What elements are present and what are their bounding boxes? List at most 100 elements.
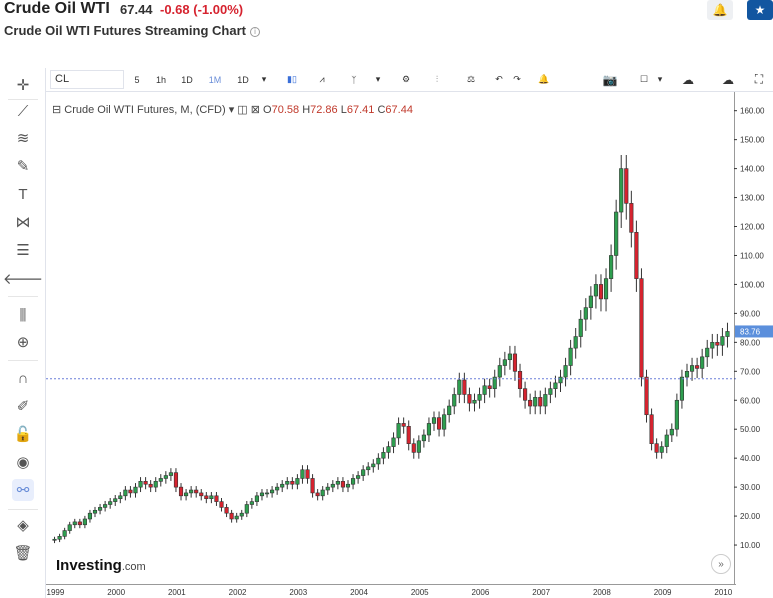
zoom-in-icon[interactable]: ⊕ <box>16 334 30 351</box>
add-alert-button[interactable]: 🔔 <box>707 0 733 20</box>
y-tick-label: 10.00 <box>740 541 761 550</box>
candle-body <box>639 278 644 378</box>
candle-body <box>356 475 361 479</box>
candle-body <box>305 469 310 479</box>
bell-plus-icon: 🔔 <box>712 3 728 17</box>
fullscreen-icon[interactable]: ⛶ <box>754 72 764 86</box>
logo-brand: Investing <box>56 557 122 574</box>
interval-1h[interactable]: 1h <box>155 74 166 85</box>
candle-body <box>523 388 528 401</box>
candle-body <box>209 495 214 500</box>
logo-suffix: .com <box>121 561 146 573</box>
candle-body <box>614 211 619 256</box>
legend-dropdown-icon[interactable]: ▾ <box>228 104 235 116</box>
area-chart-icon[interactable]: ⩘ <box>319 74 325 84</box>
candle-body <box>335 481 340 485</box>
legend-close-icon[interactable]: ⊠ <box>250 104 260 116</box>
candle-body <box>62 530 67 537</box>
scroll-forward-button[interactable]: » <box>711 554 731 574</box>
back-arrow-icon[interactable]: 🡐 <box>2 270 44 288</box>
interval-5[interactable]: 5 <box>134 74 140 85</box>
x-tick-label: 2006 <box>472 588 490 597</box>
subtitle-text: Crude Oil WTI Futures Streaming Chart <box>4 23 246 38</box>
y-tick-label: 60.00 <box>740 396 761 405</box>
candle-body <box>108 501 113 505</box>
candle-body <box>538 397 543 407</box>
legend-collapse-icon[interactable]: ⊟ <box>52 104 62 116</box>
candle-body <box>512 353 518 372</box>
candle-body <box>507 353 512 361</box>
price-chart[interactable] <box>46 92 736 584</box>
candles-icon[interactable]: ▮▯ <box>287 74 297 84</box>
candle-body <box>462 379 467 395</box>
color-box-icon[interactable]: ☐ <box>639 74 649 84</box>
link-icon[interactable]: ⚯ <box>12 479 34 501</box>
candle-body <box>583 307 588 320</box>
indicators-icon[interactable]: ᛉ <box>351 74 357 85</box>
candle-body <box>290 481 295 485</box>
last-price-tag-label: 83.76 <box>740 327 761 336</box>
compare-icon[interactable]: ⫶ <box>435 74 439 84</box>
legend-eye-icon[interactable]: ◫ <box>237 104 248 116</box>
candle-body <box>624 168 629 204</box>
candle-body <box>593 284 598 297</box>
prediction-icon[interactable]: ☰ <box>16 242 30 259</box>
candle-body <box>168 472 173 476</box>
candle-body <box>578 318 583 337</box>
interval-1d[interactable]: 1D <box>181 74 193 85</box>
settings-icon[interactable]: ⚙ <box>401 74 411 84</box>
candle-body <box>634 232 639 279</box>
candle-body <box>229 512 234 520</box>
dropdown-icon[interactable]: ▾ <box>375 74 381 84</box>
candle-body <box>563 365 568 378</box>
pattern-icon[interactable]: ⋈ <box>15 214 31 231</box>
text-icon[interactable]: T <box>18 185 28 203</box>
change-value: -0.68 <box>160 2 190 17</box>
lock-icon[interactable]: 🔓 <box>13 426 33 443</box>
candle-body <box>194 489 199 494</box>
cloud-upload-icon[interactable]: ☁ <box>722 72 734 87</box>
interval-1m[interactable]: 1M <box>208 74 222 85</box>
candle-body <box>669 428 674 436</box>
undo-icon[interactable]: ↶ <box>495 74 503 84</box>
candle-body <box>350 478 356 485</box>
layers-icon[interactable]: ◈ <box>17 517 29 534</box>
brush-icon[interactable]: ✎ <box>16 158 30 175</box>
candle-body <box>568 347 573 366</box>
candle-body <box>689 365 695 372</box>
candle-body <box>239 512 244 517</box>
investing-logo: Investing.com <box>56 557 146 574</box>
candle-body <box>163 475 168 479</box>
candle-body <box>558 376 563 384</box>
measure-icon[interactable]: ⫼ <box>19 306 27 324</box>
chevron-down-icon[interactable]: ▾ <box>657 74 663 84</box>
lock-draw-icon[interactable]: ✐ <box>16 398 30 415</box>
candle-body <box>254 495 259 502</box>
trash-icon[interactable]: 🗑 <box>13 545 33 562</box>
trendline-icon[interactable]: ⟋ <box>17 102 29 120</box>
crosshair-icon[interactable]: ✛ <box>16 77 30 94</box>
candle-body <box>543 394 548 407</box>
candle-body <box>72 521 77 526</box>
info-icon[interactable]: i <box>249 26 260 37</box>
cloud-icon[interactable]: ☁ <box>682 72 694 87</box>
legend-open: O70.58 <box>263 104 300 116</box>
chevron-down-icon[interactable]: ▾ <box>261 74 267 84</box>
magnet-icon[interactable]: ∩ <box>17 369 29 387</box>
symbol-input[interactable]: CL <box>50 70 124 89</box>
redo-icon[interactable]: ↷ <box>513 74 521 84</box>
balance-icon[interactable]: ⚖ <box>466 74 476 84</box>
alert-icon[interactable]: 🔔 <box>538 74 550 84</box>
camera-icon[interactable]: 📷 <box>602 72 618 87</box>
candle-body <box>406 426 411 444</box>
add-watchlist-button[interactable]: ★ <box>747 0 773 20</box>
candle-body <box>113 498 118 502</box>
candle-body <box>123 489 128 497</box>
interval-dropdown[interactable]: 1D <box>237 74 249 85</box>
y-tick-label: 130.00 <box>740 194 765 203</box>
divider <box>8 509 38 510</box>
fib-icon[interactable]: ≋ <box>16 130 30 147</box>
candle-body <box>371 463 376 468</box>
candle-body <box>325 486 330 491</box>
eye-icon[interactable]: ◉ <box>16 454 30 471</box>
